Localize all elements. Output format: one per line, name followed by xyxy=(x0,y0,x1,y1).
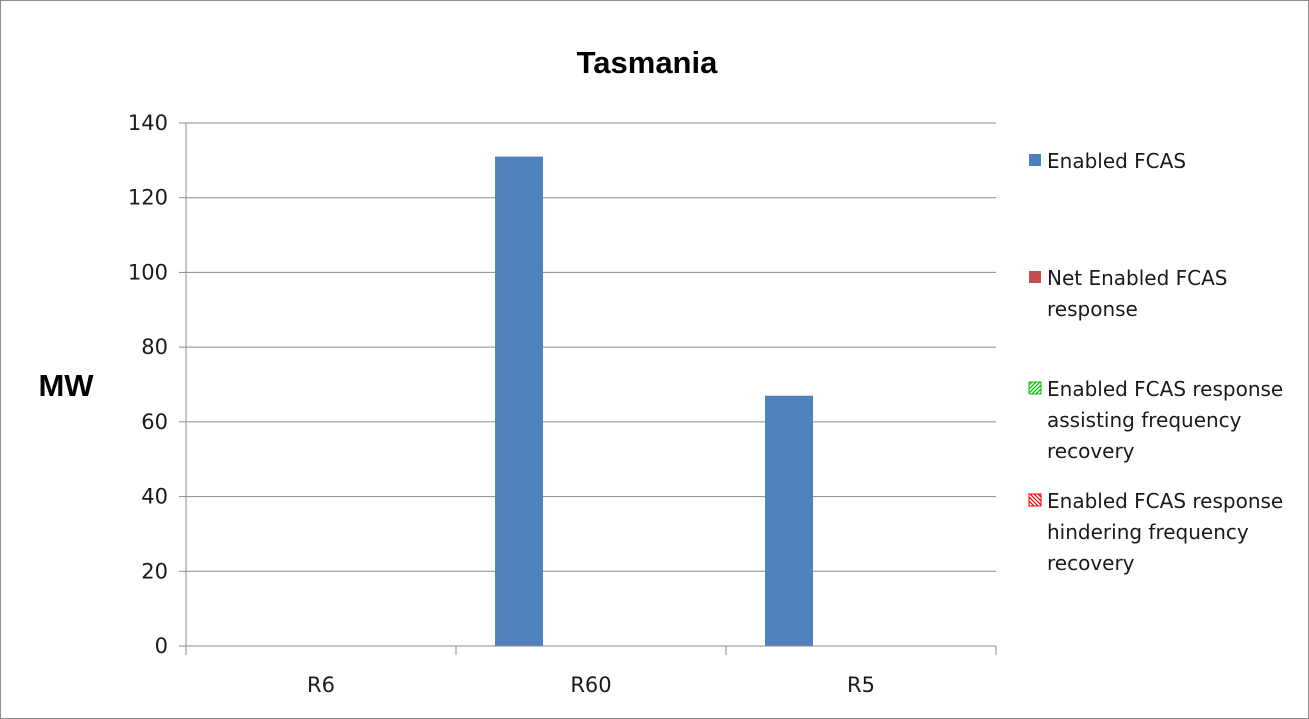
legend-item-3: Enabled FCAS response hindering frequency… xyxy=(1028,489,1283,575)
y-tick-label: 80 xyxy=(141,335,168,359)
y-tick-label: 20 xyxy=(141,559,168,583)
bar-R5-series-0 xyxy=(765,395,813,646)
bar-R60-series-0 xyxy=(495,156,543,646)
x-tick-label: R5 xyxy=(847,673,875,697)
y-axis-ticks: 0 20 40 60 80 100 120 140 xyxy=(128,111,168,658)
y-tick-label: 140 xyxy=(128,111,168,135)
legend-item-1: Net Enabled FCAS response xyxy=(1029,266,1228,321)
legend-swatch xyxy=(1028,381,1042,395)
bars xyxy=(495,156,813,646)
gridlines xyxy=(186,122,996,572)
y-tick-label: 40 xyxy=(141,485,168,509)
legend-swatch xyxy=(1029,271,1041,283)
legend-label: Enabled FCAS response hindering frequency… xyxy=(1047,489,1283,575)
y-tick-label: 120 xyxy=(128,186,168,210)
y-tick-label: 0 xyxy=(155,634,168,658)
legend-label: Enabled FCAS response assisting frequency… xyxy=(1047,377,1283,463)
x-tick-label: R60 xyxy=(570,673,611,697)
legend-swatch xyxy=(1028,493,1042,507)
legend: Enabled FCAS Net Enabled FCAS response Enab… xyxy=(1028,149,1283,575)
legend-label: Enabled FCAS xyxy=(1047,149,1186,173)
legend-item-0: Enabled FCAS xyxy=(1029,149,1186,173)
x-tick-label: R6 xyxy=(307,673,335,697)
legend-swatch xyxy=(1029,154,1041,166)
legend-item-2: Enabled FCAS response assisting frequency… xyxy=(1028,377,1283,463)
y-tick-label: 60 xyxy=(141,410,168,434)
axes xyxy=(179,122,997,655)
legend-label: Net Enabled FCAS response xyxy=(1047,266,1228,321)
x-axis-ticks: R6 R60 R5 xyxy=(307,673,875,697)
y-axis-label: MW xyxy=(38,368,94,403)
chart-title: Tasmania xyxy=(577,45,718,80)
y-tick-label: 100 xyxy=(128,260,168,284)
